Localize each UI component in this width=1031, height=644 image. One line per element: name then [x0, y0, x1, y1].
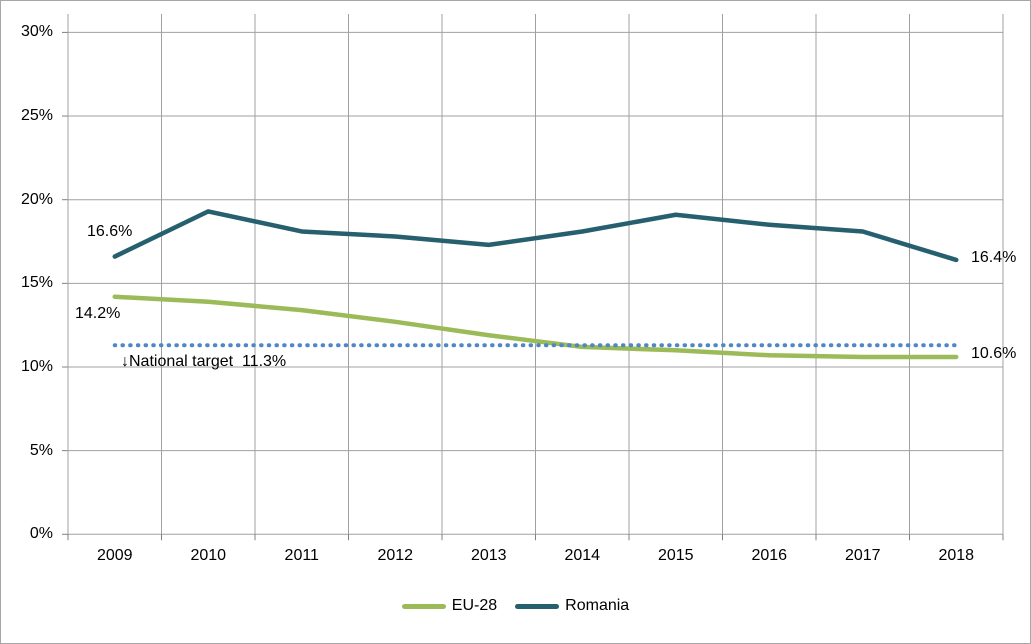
x-tick-label: 2016 — [751, 547, 788, 564]
x-tick-label: 2011 — [284, 547, 319, 564]
y-tick-label: 25% — [20, 107, 53, 125]
y-tick-label: 5% — [29, 441, 53, 459]
romania-line — [112, 209, 959, 263]
y-tick-label: 10% — [20, 358, 53, 375]
x-tick-label: 2012 — [377, 547, 414, 564]
x-tick-label: 2009 — [96, 547, 133, 564]
x-tick-label: 2018 — [938, 547, 975, 564]
national-target-label: ↓National target 11.3% — [121, 353, 287, 370]
eu-28-line — [112, 294, 959, 360]
y-tick-label: 20% — [20, 190, 53, 208]
data-label-romania-2009: 16.6% — [87, 223, 133, 240]
legend-label-eu28: EU-28 — [451, 597, 498, 614]
data-label-eu28-2018: 10.6% — [971, 345, 1017, 362]
data-label-eu28-2009: 14.2% — [75, 305, 121, 322]
y-tick-label: 15% — [20, 274, 53, 292]
data-label-romania-2018: 16.4% — [971, 249, 1017, 266]
y-tick-label: 30% — [20, 23, 53, 41]
eu28-line-swatch — [401, 603, 446, 609]
x-tick-label: 2010 — [190, 547, 227, 564]
legend-item-romania: Romania — [515, 597, 629, 615]
x-tick-label: 2017 — [844, 547, 881, 564]
x-tick-label: 2013 — [470, 547, 507, 564]
romania-line-swatch — [515, 603, 560, 609]
x-tick-label: 2015 — [657, 547, 694, 564]
x-tick-label: 2014 — [564, 547, 601, 564]
legend-label-romania: Romania — [565, 597, 630, 614]
legend: EU-28 Romania — [1, 597, 1030, 615]
y-tick-label: 0% — [29, 525, 53, 543]
legend-item-eu28: EU-28 — [401, 597, 498, 615]
